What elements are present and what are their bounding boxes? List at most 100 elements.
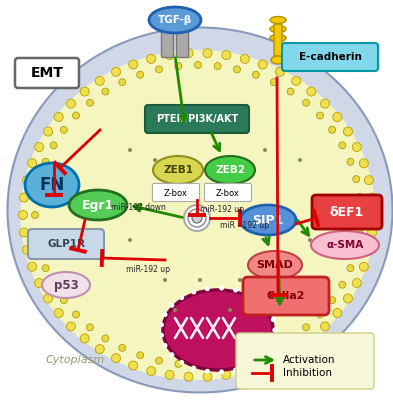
Text: δEF1: δEF1 [330, 206, 364, 218]
Circle shape [339, 142, 346, 149]
Circle shape [195, 62, 202, 68]
Circle shape [358, 212, 364, 218]
Ellipse shape [25, 163, 79, 207]
Circle shape [233, 357, 241, 364]
Circle shape [287, 88, 294, 95]
Circle shape [329, 126, 336, 133]
Circle shape [271, 317, 276, 322]
Circle shape [321, 322, 330, 331]
Circle shape [364, 245, 373, 254]
Circle shape [119, 344, 126, 351]
Circle shape [191, 290, 196, 294]
Circle shape [356, 230, 363, 236]
Circle shape [333, 308, 342, 318]
Circle shape [353, 247, 360, 254]
Circle shape [203, 49, 212, 58]
Circle shape [42, 265, 49, 272]
FancyBboxPatch shape [243, 277, 329, 315]
FancyBboxPatch shape [274, 24, 282, 56]
Circle shape [33, 194, 40, 200]
Circle shape [205, 286, 210, 291]
FancyBboxPatch shape [145, 105, 249, 133]
Circle shape [214, 62, 221, 70]
Circle shape [359, 159, 368, 168]
Circle shape [347, 158, 354, 165]
Text: E-cadherin: E-cadherin [299, 52, 362, 62]
Circle shape [222, 370, 231, 379]
Circle shape [271, 338, 276, 343]
Circle shape [265, 307, 270, 312]
FancyBboxPatch shape [176, 16, 189, 58]
Circle shape [72, 311, 79, 318]
Text: Activation: Activation [283, 355, 336, 365]
Circle shape [270, 344, 277, 351]
Circle shape [129, 60, 138, 69]
Circle shape [137, 352, 144, 359]
Circle shape [44, 294, 53, 303]
Circle shape [95, 76, 104, 86]
Circle shape [272, 328, 277, 332]
Circle shape [31, 212, 39, 218]
Circle shape [35, 278, 44, 288]
Circle shape [353, 278, 361, 288]
Circle shape [188, 209, 206, 227]
Circle shape [86, 99, 94, 106]
Ellipse shape [7, 28, 393, 392]
Circle shape [22, 245, 31, 254]
Text: Z-box: Z-box [164, 188, 188, 198]
Circle shape [61, 297, 67, 304]
Circle shape [66, 322, 75, 331]
Text: SIP1: SIP1 [252, 214, 284, 226]
Circle shape [364, 176, 373, 185]
Circle shape [214, 360, 221, 368]
Circle shape [28, 159, 37, 168]
Circle shape [18, 210, 28, 220]
Text: miR-192 up: miR-192 up [200, 206, 244, 214]
Circle shape [184, 205, 210, 231]
Circle shape [102, 88, 109, 95]
Circle shape [156, 357, 162, 364]
Circle shape [119, 79, 126, 86]
Circle shape [184, 372, 193, 381]
Circle shape [287, 335, 294, 342]
Circle shape [162, 343, 167, 348]
Circle shape [128, 148, 132, 152]
Circle shape [42, 158, 49, 165]
Circle shape [156, 66, 162, 73]
Text: EMT: EMT [31, 66, 63, 80]
Circle shape [222, 51, 231, 60]
Text: TGF-β: TGF-β [158, 15, 192, 25]
Ellipse shape [271, 56, 285, 64]
Circle shape [137, 71, 144, 78]
Text: miR-192 down: miR-192 down [110, 204, 165, 212]
Text: α-SMA: α-SMA [326, 240, 364, 250]
Circle shape [112, 67, 121, 76]
Circle shape [272, 328, 277, 332]
Ellipse shape [270, 34, 286, 42]
Ellipse shape [20, 50, 375, 380]
Circle shape [353, 176, 360, 183]
Text: miR - 192 up: miR - 192 up [220, 220, 270, 230]
Circle shape [356, 194, 363, 200]
Circle shape [179, 360, 184, 365]
Circle shape [95, 344, 104, 354]
Text: Cytoplasm: Cytoplasm [45, 355, 105, 365]
Circle shape [147, 54, 156, 64]
Circle shape [33, 230, 40, 236]
Circle shape [36, 176, 43, 183]
Ellipse shape [205, 156, 255, 184]
Circle shape [367, 193, 376, 202]
FancyBboxPatch shape [162, 16, 173, 58]
Circle shape [54, 308, 63, 318]
Circle shape [205, 369, 210, 374]
Circle shape [257, 299, 262, 304]
Circle shape [162, 312, 167, 317]
FancyBboxPatch shape [152, 184, 200, 202]
Ellipse shape [69, 190, 127, 220]
Circle shape [275, 67, 285, 76]
Circle shape [233, 368, 238, 372]
Circle shape [303, 99, 310, 106]
Circle shape [219, 370, 224, 374]
Circle shape [252, 352, 259, 359]
Circle shape [173, 308, 177, 312]
